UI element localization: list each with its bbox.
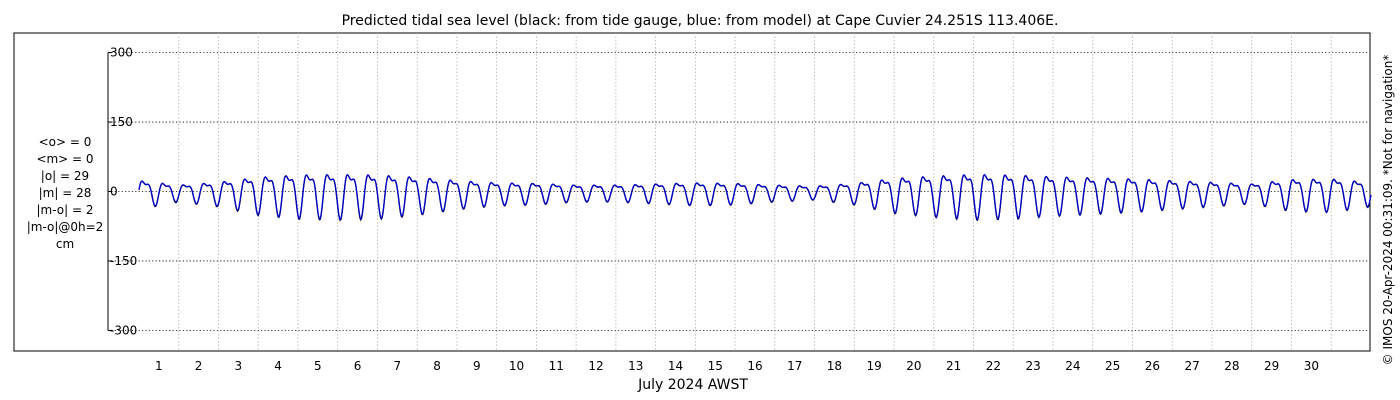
x-tick-labels: 1 2 3 4 5 6 7 8 9 10 11 12 13 14 15 16 17 18 19 20 21 22 23 24 2… xyxy=(155,359,1319,373)
y-tick-label: 300 xyxy=(110,46,133,60)
y-tick-labels: 300 150 0 -150 -300 xyxy=(110,46,137,338)
stats-line: |m| = 28 xyxy=(39,186,92,200)
y-tick-label: -300 xyxy=(110,323,137,337)
x-tick-label: 27 xyxy=(1184,359,1199,373)
grid-layer xyxy=(108,33,1370,351)
outer-frame xyxy=(13,32,1371,352)
x-tick-label: 22 xyxy=(986,359,1001,373)
x-tick-label: 29 xyxy=(1264,359,1279,373)
x-tick-label: 28 xyxy=(1224,359,1239,373)
chart-title: Predicted tidal sea level (black: from t… xyxy=(342,13,1059,29)
series-model-line xyxy=(138,173,1372,221)
stats-line: <m> = 0 xyxy=(36,152,93,166)
x-tick-label: 8 xyxy=(433,359,441,373)
y-tick-label: -150 xyxy=(110,254,137,268)
x-tick-label: 2 xyxy=(195,359,203,373)
stats-box: <o> = 0 <m> = 0 |o| = 29 |m| = 28 |m-o| = 2 |… xyxy=(27,135,104,251)
series-layer xyxy=(138,173,1372,222)
x-tick-label: 9 xyxy=(473,359,481,373)
stats-line: |m-o|@0h=2 xyxy=(27,220,104,234)
x-tick-label: 11 xyxy=(549,359,564,373)
x-tick-label: 12 xyxy=(588,359,603,373)
copyright-annotation: © IMOS 20-Apr-2024 00:31:09. *Not for na… xyxy=(1381,55,1395,366)
x-tick-label: 18 xyxy=(827,359,842,373)
x-tick-label: 10 xyxy=(509,359,524,373)
x-tick-label: 26 xyxy=(1145,359,1160,373)
x-tick-label: 23 xyxy=(1026,359,1041,373)
x-tick-label: 13 xyxy=(628,359,643,373)
x-tick-label: 15 xyxy=(708,359,723,373)
x-tick-label: 20 xyxy=(906,359,921,373)
x-tick-label: 21 xyxy=(946,359,961,373)
x-tick-label: 24 xyxy=(1065,359,1080,373)
x-tick-label: 6 xyxy=(354,359,362,373)
stats-line: cm xyxy=(56,237,74,251)
stats-line: |m-o| = 2 xyxy=(37,203,94,217)
x-tick-label: 1 xyxy=(155,359,163,373)
x-tick-label: 14 xyxy=(668,359,683,373)
x-tick-label: 7 xyxy=(393,359,401,373)
x-tick-label: 19 xyxy=(867,359,882,373)
x-tick-label: 17 xyxy=(787,359,802,373)
stats-line: |o| = 29 xyxy=(41,169,89,183)
x-tick-label: 30 xyxy=(1304,359,1319,373)
x-tick-label: 3 xyxy=(235,359,243,373)
x-tick-label: 5 xyxy=(314,359,322,373)
x-tick-label: 4 xyxy=(274,359,282,373)
x-tick-label: 25 xyxy=(1105,359,1120,373)
y-tick-label: 0 xyxy=(110,185,118,199)
axis-layer xyxy=(107,52,112,331)
x-tick-label: 16 xyxy=(747,359,762,373)
x-axis-label: July 2024 AWST xyxy=(637,377,748,393)
stats-line: <o> = 0 xyxy=(39,135,92,149)
y-tick-label: 150 xyxy=(110,115,133,129)
